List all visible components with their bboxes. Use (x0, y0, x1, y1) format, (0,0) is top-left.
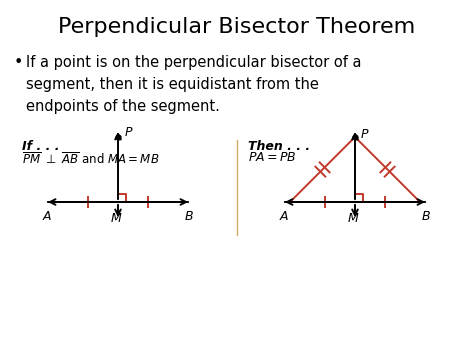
Text: $PA = PB$: $PA = PB$ (248, 151, 297, 164)
Text: M: M (347, 212, 358, 225)
Text: B: B (185, 210, 193, 223)
Text: M: M (110, 212, 121, 225)
Text: A: A (43, 210, 51, 223)
Text: $\overline{PM}\ \bot\ \overline{AB}$ and $MA = MB$: $\overline{PM}\ \bot\ \overline{AB}$ and… (22, 151, 159, 167)
Text: B: B (422, 210, 430, 223)
Text: P: P (361, 129, 368, 142)
Text: •: • (14, 55, 23, 70)
Text: Perpendicular Bisector Theorem: Perpendicular Bisector Theorem (58, 17, 416, 37)
Text: If a point is on the perpendicular bisector of a
segment, then it is equidistant: If a point is on the perpendicular bisec… (26, 55, 362, 114)
Text: If . . .: If . . . (22, 140, 60, 153)
Text: A: A (280, 210, 288, 223)
Text: P: P (125, 126, 133, 140)
Text: Then . . .: Then . . . (248, 140, 310, 153)
